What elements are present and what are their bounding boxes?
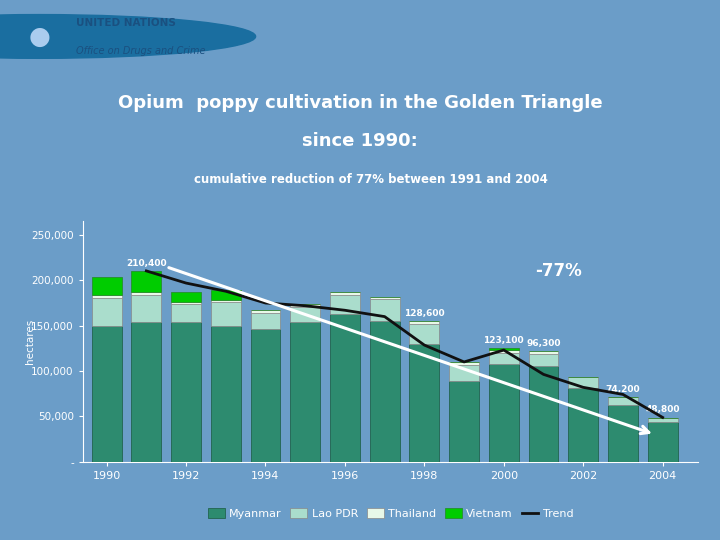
Bar <box>568 388 598 462</box>
Bar <box>211 300 240 302</box>
Text: 123,100: 123,100 <box>483 336 524 345</box>
Text: since 1990:: since 1990: <box>302 132 418 150</box>
Bar <box>489 364 518 462</box>
Bar <box>251 310 280 313</box>
Bar <box>171 305 201 322</box>
Bar <box>211 289 240 300</box>
Bar <box>449 381 479 462</box>
Bar <box>330 292 360 295</box>
Bar <box>91 276 122 295</box>
Bar <box>568 377 598 388</box>
Bar <box>528 354 559 367</box>
Bar <box>489 353 518 364</box>
Bar <box>648 422 678 462</box>
Text: UNITED NATIONS: UNITED NATIONS <box>76 18 176 28</box>
Bar <box>410 344 439 462</box>
Bar <box>132 295 161 322</box>
Legend: Myanmar, Lao PDR, Thailand, Vietnam, Trend: Myanmar, Lao PDR, Thailand, Vietnam, Tre… <box>204 504 577 523</box>
Text: Opium  poppy cultivation in the Golden Triangle: Opium poppy cultivation in the Golden Tr… <box>117 94 603 112</box>
Text: -77%: -77% <box>536 262 582 280</box>
Bar <box>410 321 439 324</box>
Bar <box>290 304 320 307</box>
Bar <box>449 364 479 381</box>
Bar <box>211 302 240 326</box>
Text: 74,200: 74,200 <box>606 384 640 394</box>
Text: 48,800: 48,800 <box>645 406 680 414</box>
Text: Office on Drugs and Crime: Office on Drugs and Crime <box>76 46 205 56</box>
Bar <box>211 326 240 462</box>
Y-axis label: hectares: hectares <box>24 319 35 364</box>
Bar <box>608 397 638 406</box>
Text: ●: ● <box>29 24 50 49</box>
Bar <box>370 299 400 321</box>
Bar <box>528 367 559 462</box>
Text: cumulative reduction of 77% between 1991 and 2004: cumulative reduction of 77% between 1991… <box>194 173 548 186</box>
Text: 210,400: 210,400 <box>126 259 166 268</box>
Bar <box>528 352 559 354</box>
Bar <box>91 295 122 299</box>
Bar <box>132 322 161 462</box>
Bar <box>91 326 122 462</box>
Bar <box>410 324 439 344</box>
Bar <box>132 271 161 292</box>
Bar <box>290 307 320 322</box>
Bar <box>171 292 201 301</box>
Bar <box>648 417 678 418</box>
Bar <box>489 350 518 353</box>
Bar <box>171 301 201 305</box>
Bar <box>449 362 479 365</box>
Bar <box>608 406 638 462</box>
Text: 128,600: 128,600 <box>404 309 445 318</box>
Bar <box>171 322 201 462</box>
Bar <box>330 314 360 462</box>
Bar <box>290 322 320 462</box>
Bar <box>370 297 400 299</box>
Bar <box>648 418 678 422</box>
Bar <box>489 348 518 350</box>
Bar <box>251 313 280 329</box>
Bar <box>370 321 400 462</box>
Bar <box>132 292 161 295</box>
Circle shape <box>0 15 256 58</box>
Text: 96,300: 96,300 <box>526 339 561 348</box>
Bar <box>91 299 122 326</box>
Bar <box>330 295 360 314</box>
Bar <box>251 329 280 462</box>
